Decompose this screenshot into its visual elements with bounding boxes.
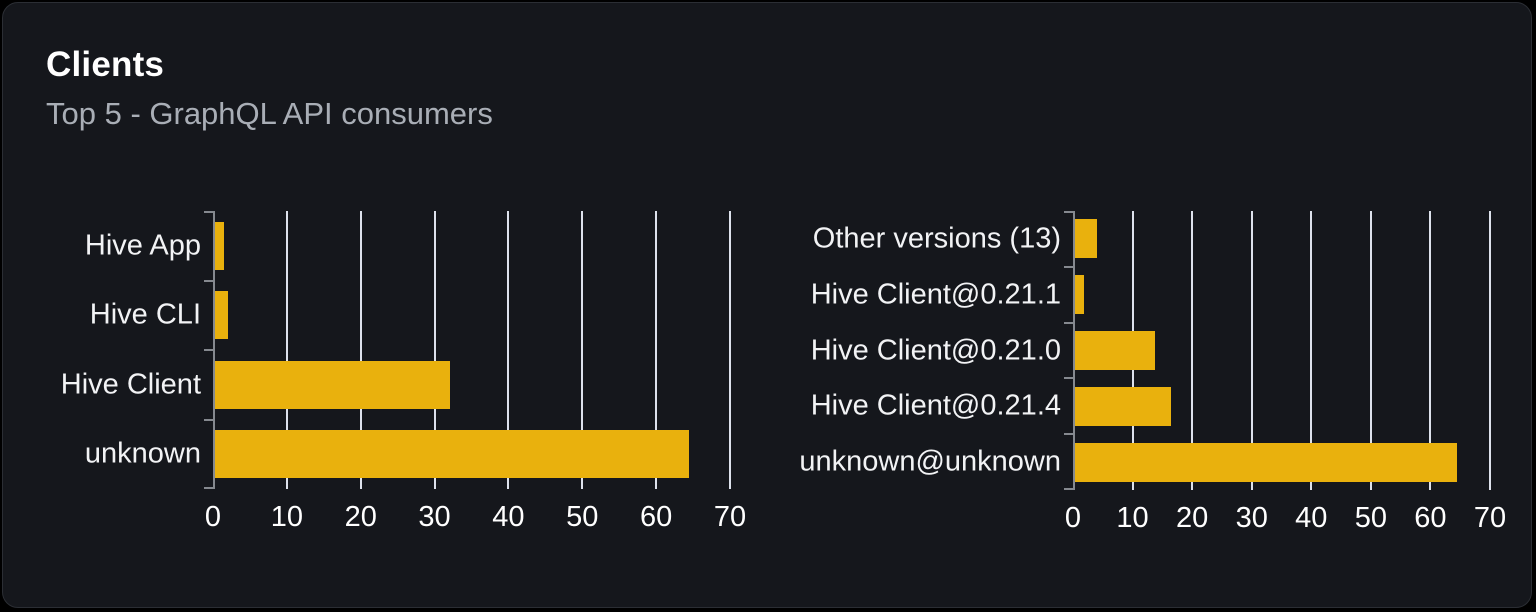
x-tick-label-70: 70	[713, 501, 747, 533]
x-tick-label-50: 50	[566, 501, 599, 533]
x-tick-label-40: 40	[492, 501, 525, 533]
x-tick-label-10: 10	[270, 501, 303, 533]
category-label-hive-cli: Hive CLI	[89, 298, 201, 331]
category-label-hive-app: Hive App	[84, 229, 201, 262]
y-axis-tick	[1064, 433, 1073, 436]
bar-hive-app[interactable]	[215, 221, 225, 270]
y-axis-tick	[204, 487, 213, 489]
bar-hive-client-0-21-1[interactable]	[1075, 275, 1084, 315]
category-label-hive-client-0-21-0: Hive Client@0.21.0	[810, 334, 1061, 366]
bar-unknown[interactable]	[215, 430, 689, 479]
x-tick-label-20: 20	[344, 501, 377, 533]
bar-hive-cli[interactable]	[215, 291, 228, 340]
x-tick-label-20: 20	[1176, 502, 1209, 534]
category-label-hive-client: Hive Client	[60, 368, 201, 401]
x-tick-label-0: 0	[204, 501, 222, 533]
x-tick-label-40: 40	[1295, 502, 1328, 534]
x-tick-label-70: 70	[1473, 502, 1507, 534]
card-title: Clients	[46, 45, 165, 84]
card-header: Clients Top 5 - GraphQL API consumers	[46, 45, 493, 132]
y-axis-line	[213, 211, 215, 489]
x-tick-label-0: 0	[1064, 502, 1082, 534]
y-axis-tick	[1064, 321, 1073, 324]
bar-hive-client[interactable]	[215, 360, 451, 409]
client-versions-bar-chart: 0 10 20 30 40 50 60 70 Other versions (13) Hive C…	[799, 211, 1506, 533]
bar-hive-client-0-21-4[interactable]	[1075, 386, 1172, 426]
x-tick-label-60: 60	[1414, 502, 1447, 534]
card-subtitle: Top 5 - GraphQL API consumers	[46, 96, 493, 132]
x-tick-label-60: 60	[640, 501, 673, 533]
x-tick-label-50: 50	[1354, 502, 1387, 534]
x-tick-label-10: 10	[1116, 502, 1149, 534]
category-label-hive-client-0-21-4: Hive Client@0.21.4	[810, 389, 1061, 422]
y-axis-tick	[204, 418, 213, 421]
y-axis-tick	[204, 211, 213, 213]
category-label-other-versions-13: Other versions (13)	[812, 222, 1061, 255]
y-axis-line	[1073, 211, 1075, 490]
category-label-unknown: unknown	[84, 437, 201, 470]
bar-unknown-unknown[interactable]	[1075, 442, 1457, 482]
bar-hive-client-0-21-0[interactable]	[1075, 331, 1156, 370]
y-axis-tick	[1064, 377, 1073, 380]
bar-other-versions-13[interactable]	[1075, 219, 1097, 259]
x-tick-label-30: 30	[418, 501, 451, 533]
y-axis-tick	[1064, 488, 1073, 490]
category-label-unknown-unknown: unknown@unknown	[799, 445, 1061, 478]
y-axis-tick	[1064, 265, 1073, 268]
clients-bar-chart: 0 10 20 30 40 50 60 70 Hive App Hive CLI Hive Clie…	[61, 211, 746, 532]
category-label-hive-client-0-21-1: Hive Client@0.21.1	[810, 278, 1061, 311]
y-axis-tick	[204, 279, 213, 282]
y-axis-tick	[204, 349, 213, 351]
x-tick-label-30: 30	[1235, 502, 1268, 534]
y-axis-tick	[1064, 211, 1073, 213]
